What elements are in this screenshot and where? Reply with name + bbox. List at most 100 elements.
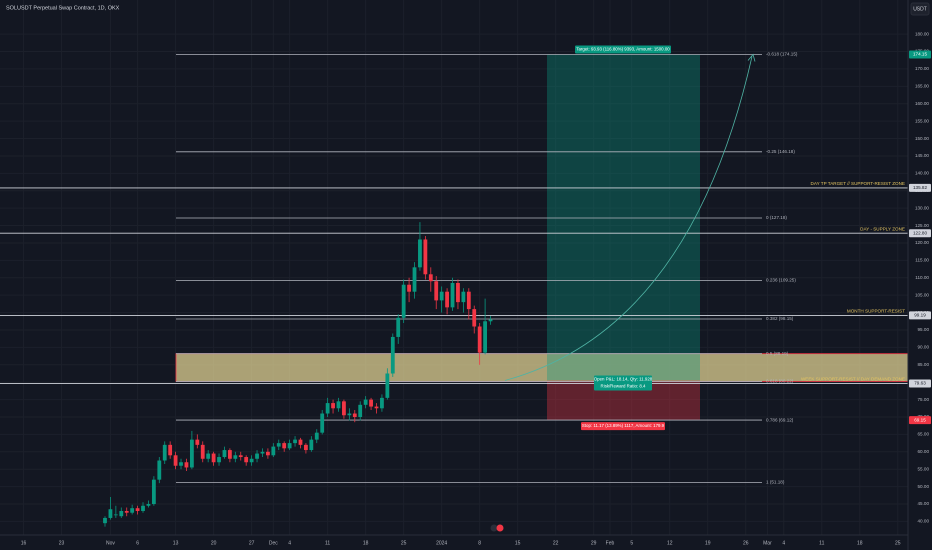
x-tick-label: 12 [667,540,673,546]
price-tag-label: 99.19 [914,313,926,318]
y-tick-label: 65.00 [918,432,930,437]
currency-button[interactable] [910,2,930,16]
price-tag [909,311,931,320]
y-tick-label: 170.00 [915,66,929,71]
arrow-head [747,53,756,62]
candle-body [466,291,471,310]
candle-body [195,439,200,445]
y-tick-label: 150.00 [915,136,929,141]
y-tick-label: 85.00 [918,362,930,367]
candle-body [314,432,319,440]
y-tick-label: 60.00 [918,449,930,454]
plot: -0.618 (174.15) -0.25 (146.18) 0 (127.18) 0… [0,45,909,527]
x-tick-label: 25 [895,540,901,546]
fib-label: 0.786 (69.12) [766,417,794,422]
candle-body [418,239,422,268]
x-tick-label: 29 [591,540,597,546]
candle-body [428,274,433,282]
axes: 40.0045.0050.0055.0060.0065.0070.0075.00… [21,31,931,546]
y-tick-label: 95.00 [918,327,930,332]
event-icon[interactable] [490,524,498,532]
price-tag [909,50,931,59]
candle-body [146,504,151,506]
candle-body [244,457,249,463]
candle-body [483,321,488,353]
candle-body [173,455,178,466]
x-tick-label: Feb [606,540,615,546]
candle-body [304,444,308,451]
fib-label: 1 (51.18) [766,480,785,485]
price-tag-label: 174.15 [913,52,927,57]
candle-body [233,455,238,459]
candle-body [352,413,357,418]
y-tick-label: 145.00 [915,153,929,158]
y-tick-label: 105.00 [915,292,929,297]
price-tag [909,416,931,425]
candle-body [211,453,216,463]
x-tick-label: 13 [173,540,179,546]
projection-arrow [504,56,753,381]
y-tick-label: 180.00 [915,31,929,36]
candle-body [358,404,363,418]
position-label-box [594,375,652,384]
fib-label: -0.25 (146.18) [766,149,795,154]
candle-body [412,267,417,292]
price-tag-label: 135.82 [913,185,927,190]
x-tick-label: 23 [59,540,65,546]
candle-body [407,284,411,292]
y-tick-label: 90.00 [918,345,930,350]
event-icon[interactable] [496,524,504,532]
price-axis [908,0,932,550]
candle-body [217,457,221,463]
candle-body [396,317,401,337]
candle-body [200,444,205,459]
y-tick-label: 40.00 [918,519,930,524]
x-tick-label: 25 [401,540,407,546]
fib-label: 0.236 (109.25) [766,278,796,283]
x-tick-label: 5 [630,540,633,546]
candle-body [265,451,270,456]
candle-body [439,291,444,301]
candle-body [434,281,439,301]
y-tick-label: 55.00 [918,466,930,471]
candle-body [472,309,477,327]
y-tick-label: 110.00 [915,275,929,280]
candle-body [151,479,156,505]
y-tick-label: 125.00 [915,223,929,228]
candle-body [309,439,314,451]
candle-body [113,514,118,516]
candle-body [374,406,379,409]
fib-label: 0.382 (98.15) [766,316,794,321]
candle-body [320,413,325,433]
x-tick-label: 6 [136,540,139,546]
candle-body [179,462,183,466]
y-tick-label: 140.00 [915,171,929,176]
x-tick-label: 19 [705,540,711,546]
candle-body [141,505,145,511]
price-tag-label: 79.63 [914,381,926,386]
fib-label: 0.5 (88.19) [766,351,789,356]
candle-body [445,291,449,308]
candle-body [103,517,107,524]
y-tick-label: 130.00 [915,205,929,210]
candle-body [298,439,303,445]
candle-body [255,453,259,459]
x-tick-label: 4 [782,540,785,546]
y-tick-label: 115.00 [915,258,929,263]
target-area [547,54,700,381]
position-label: Stop: 11.17 (13.89%) 1117, Amount: 179.9 [582,423,665,428]
candle-body [293,439,297,444]
currency-label[interactable]: USDT [913,6,927,12]
price-tag-label: 69.15 [914,417,926,422]
zone-label: DAY TP TARGET // SUPPORT-RESIST ZONE [811,181,905,186]
candle-body [380,397,384,409]
x-tick-label: 26 [743,540,749,546]
x-tick-label: 15 [515,540,521,546]
candle-body [347,413,352,416]
candle-body [331,403,335,409]
candle-body [390,336,395,374]
y-tick-label: 45.00 [918,501,930,506]
x-tick-label: Dec [269,540,278,546]
candle-body [119,510,124,517]
x-tick-label: 11 [819,540,824,546]
